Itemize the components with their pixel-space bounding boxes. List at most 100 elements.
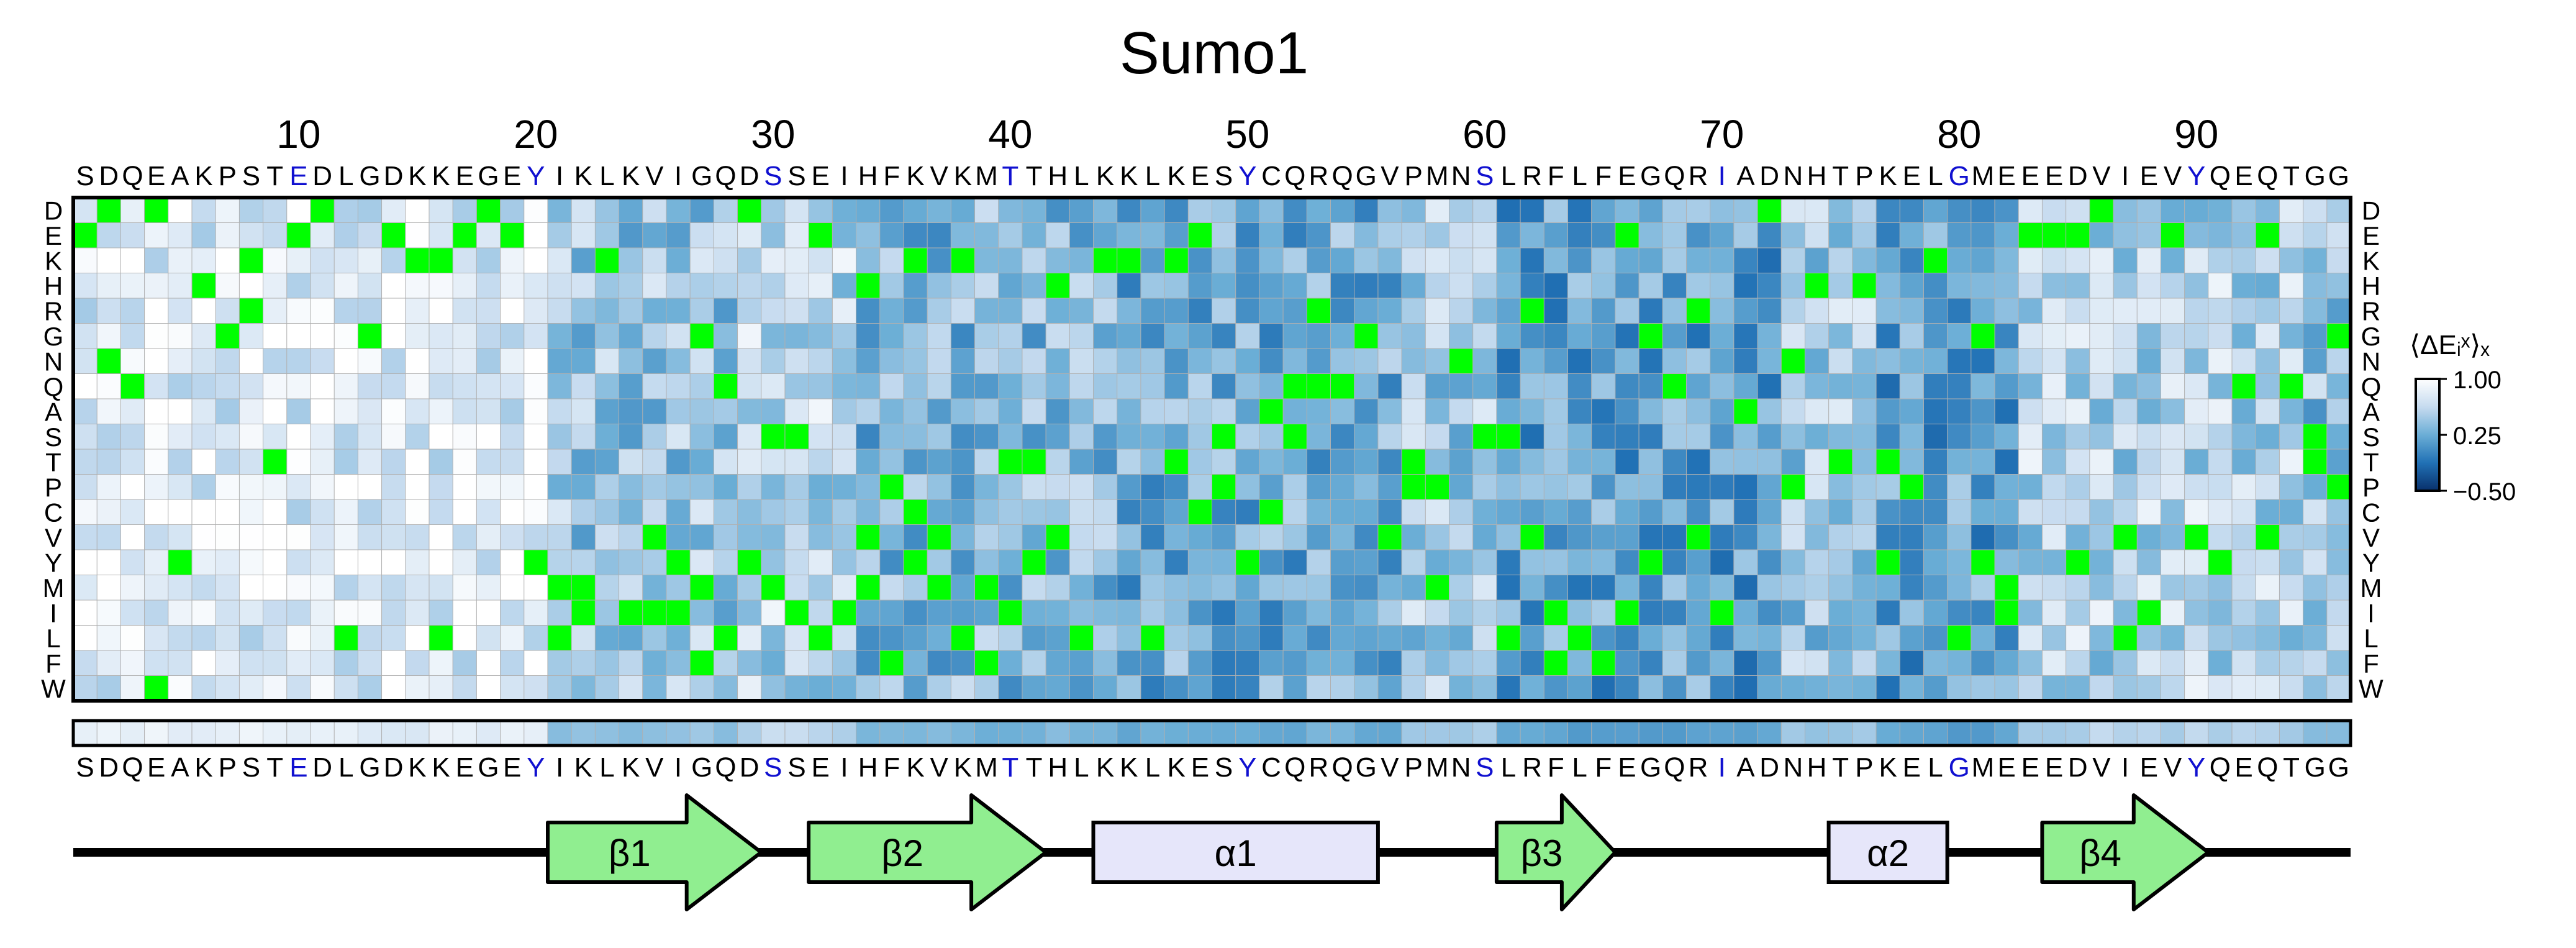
heatmap-cell <box>238 323 264 349</box>
heatmap-cell <box>1496 222 1521 248</box>
heatmap-cell <box>1710 323 1735 349</box>
sequence-residue-label: G <box>2328 161 2349 191</box>
heatmap-cell <box>879 398 904 425</box>
heatmap-cell <box>238 474 264 500</box>
heatmap-cell <box>1804 323 1830 349</box>
heatmap-cell <box>357 373 383 399</box>
heatmap-cell <box>571 599 596 626</box>
heatmap-cell <box>808 499 833 526</box>
heatmap-cell <box>2066 373 2090 399</box>
heatmap-cell <box>689 474 715 500</box>
heatmap-cell <box>1212 524 1236 550</box>
heatmap-cell <box>2208 197 2233 224</box>
heatmap-cell <box>1638 273 1664 299</box>
heatmap-cell <box>286 575 311 601</box>
heatmap-cell <box>1780 449 1806 475</box>
heatmap-cell <box>1662 197 1687 224</box>
heatmap-cell <box>1615 323 1639 349</box>
heatmap-cell <box>2066 247 2090 274</box>
heatmap-cell <box>903 197 928 224</box>
heatmap-cell <box>666 449 691 475</box>
heatmap-cell <box>1212 398 1236 425</box>
heatmap-cell <box>1947 650 1972 677</box>
heatmap-cell <box>2089 625 2114 651</box>
heatmap-cell <box>310 575 335 601</box>
heatmap-cell <box>737 323 762 349</box>
heatmap-cell <box>974 298 999 324</box>
heatmap-cell <box>1448 499 1474 526</box>
heatmap-cell <box>452 373 478 399</box>
heatmap-cell <box>784 599 809 626</box>
average-strip-cell <box>1425 720 1450 746</box>
heatmap-cell <box>547 449 572 475</box>
heatmap-cell <box>263 197 288 224</box>
heatmap-cell <box>476 499 501 526</box>
heatmap-cell <box>381 650 406 677</box>
heatmap-cell <box>1045 424 1071 450</box>
heatmap-cell <box>524 323 548 349</box>
sequence-residue-label: E <box>2021 161 2039 191</box>
heatmap-cell <box>1971 599 1995 626</box>
heatmap-cell <box>500 348 525 375</box>
heatmap-cell <box>1567 575 1592 601</box>
heatmap-cell <box>1828 222 1853 248</box>
heatmap-cell <box>2136 348 2162 375</box>
heatmap-cell <box>2184 549 2209 576</box>
average-strip-cell <box>713 720 738 746</box>
heatmap-cell <box>1306 197 1331 224</box>
sequence-residue-label: I <box>556 752 563 783</box>
heatmap-cell <box>1638 348 1664 375</box>
heatmap-cell <box>689 222 715 248</box>
heatmap-cell <box>1187 575 1213 601</box>
heatmap-cell <box>1852 424 1877 450</box>
heatmap-cell <box>1685 650 1711 677</box>
sequence-residue-label: K <box>194 161 212 191</box>
heatmap-cell <box>1164 499 1189 526</box>
heatmap-cell <box>73 474 98 500</box>
sequence-residue-label: L <box>338 752 353 783</box>
heatmap-cell <box>1591 650 1616 677</box>
heatmap-cell <box>974 197 999 224</box>
heatmap-cell <box>1733 524 1758 550</box>
heatmap-cell <box>1899 599 1925 626</box>
heatmap-cell <box>974 373 999 399</box>
heatmap-cell <box>1757 474 1782 500</box>
heatmap-cell <box>73 499 98 526</box>
mutation-label-left: G <box>43 322 64 351</box>
heatmap-cell <box>524 449 548 475</box>
heatmap-cell <box>1401 398 1426 425</box>
heatmap-cell <box>571 449 596 475</box>
heatmap-cell <box>1259 197 1284 224</box>
average-strip-cell <box>619 720 643 746</box>
heatmap-cell <box>1140 398 1165 425</box>
heatmap-cell <box>1852 348 1877 375</box>
heatmap-cell <box>215 524 240 550</box>
heatmap-cell <box>642 650 667 677</box>
heatmap-cell <box>191 424 216 450</box>
heatmap-cell <box>524 273 548 299</box>
sequence-residue-label: K <box>1168 752 1186 783</box>
mutation-label-right: V <box>2362 523 2380 552</box>
heatmap-cell <box>1828 247 1853 274</box>
heatmap-cell <box>2041 298 2067 324</box>
heatmap-cell <box>547 524 572 550</box>
heatmap-cell <box>2089 222 2114 248</box>
average-strip-cell <box>1733 720 1758 746</box>
heatmap-cell <box>215 449 240 475</box>
heatmap-cell <box>1520 323 1545 349</box>
heatmap-cell <box>1472 398 1497 425</box>
heatmap-cell <box>1282 323 1308 349</box>
heatmap-cell <box>1282 373 1308 399</box>
heatmap-cell <box>2066 549 2090 576</box>
heatmap-cell <box>1520 373 1545 399</box>
heatmap-cell <box>2066 524 2090 550</box>
heatmap-cell <box>2208 575 2233 601</box>
heatmap-cell <box>974 424 999 450</box>
heatmap-cell <box>429 499 453 526</box>
heatmap-cell <box>927 474 952 500</box>
average-strip-cell <box>1354 720 1379 746</box>
average-strip-cell <box>500 720 525 746</box>
heatmap-cell <box>2113 373 2138 399</box>
heatmap-cell <box>1425 373 1450 399</box>
